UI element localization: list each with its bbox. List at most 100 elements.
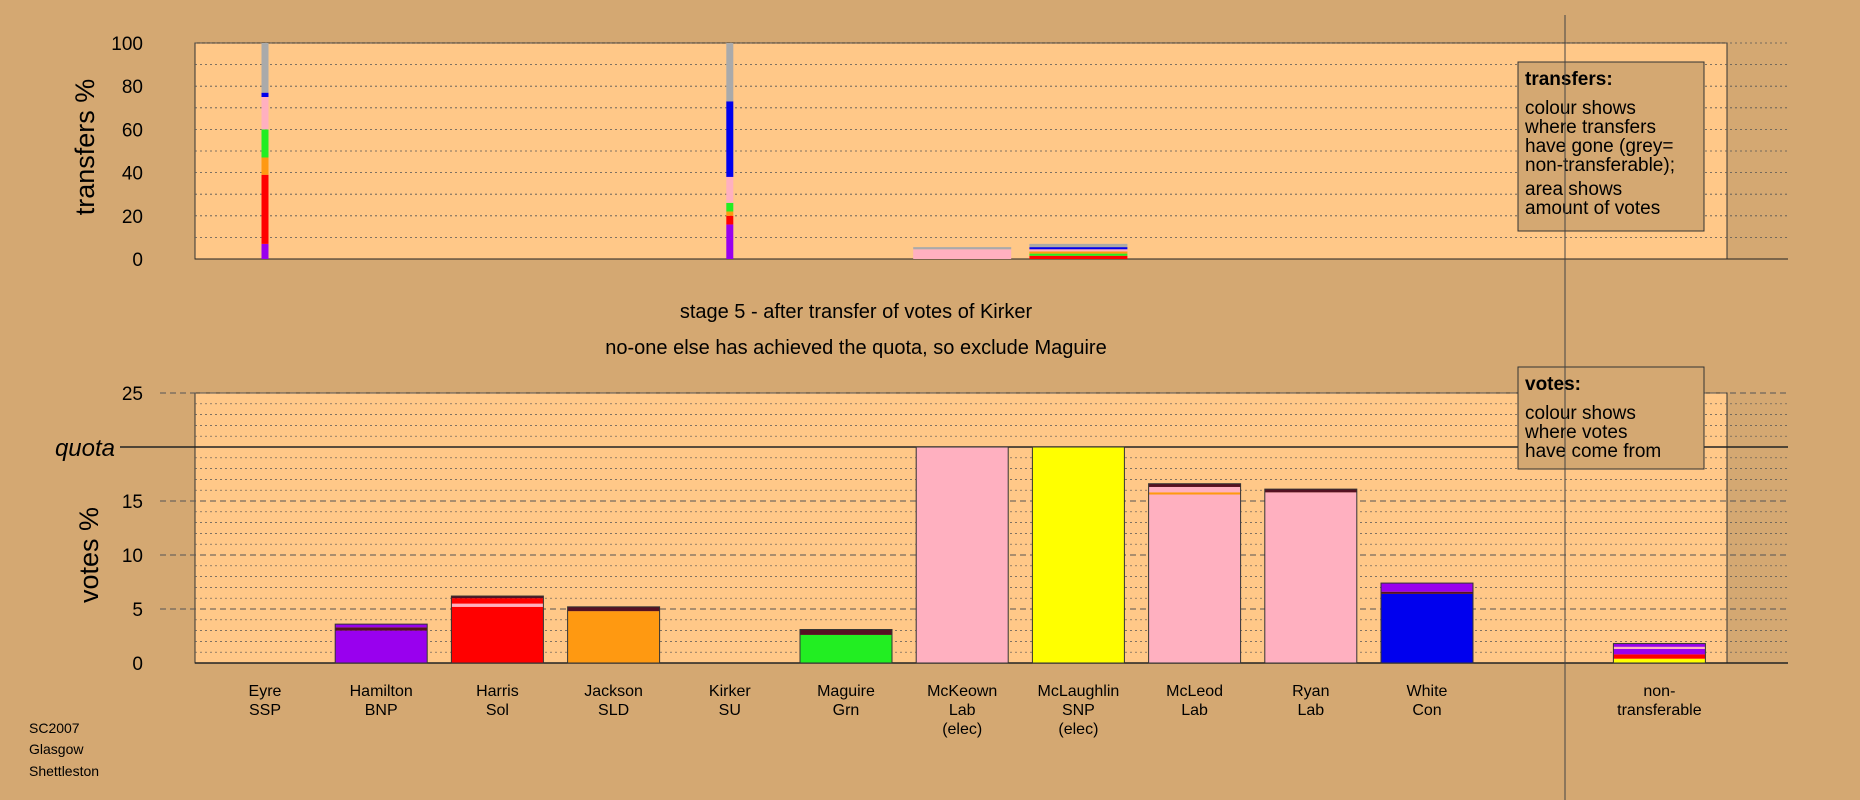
legend-line: have gone (grey= [1525,136,1673,157]
candidate-label-line: Eyre [249,683,282,700]
candidate-label-line: BNP [365,702,398,719]
votes-bars [334,446,1706,664]
candidate-label-line: Hamilton [350,683,413,700]
transfer-segment [726,224,734,259]
candidate-label-line: Con [1412,702,1441,719]
vote-bar-outline [1148,483,1242,664]
candidate-labels: Eyre SSP Hamilton BNP Harris Sol Jackson SLD Kir… [249,683,1702,738]
transfers-tick-label: 60 [122,120,143,141]
vote-segment [451,596,544,599]
legend-line: non-transferable); [1525,155,1675,176]
vote-bar-outline [1612,643,1706,664]
transfer-segment [261,43,269,93]
vote-segment [1148,494,1241,663]
vote-segment [451,606,544,663]
legend-line: colour shows [1525,403,1636,424]
transfer-segment [1029,251,1128,254]
candidate-label-line: Jackson [584,683,643,700]
candidate-label-line: Maguire [817,683,875,700]
vote-segment [1381,591,1473,594]
candidate-label-line: Lab [1181,702,1208,719]
vote-segment [1264,489,1357,493]
non-transferable-label-line: transferable [1617,702,1702,719]
transfer-segment [1029,247,1128,250]
vote-segment [335,630,428,663]
candidate-label-line: Lab [949,702,976,719]
transfer-segment [1029,253,1128,256]
vote-segment [1381,593,1473,663]
footer-ward: Shettleston [29,763,99,779]
transfer-segment [913,247,1012,250]
stage-caption: stage 5 - after transfer of votes of Kir… [680,301,1033,323]
vote-segment [335,627,428,631]
vote-segment [800,634,892,663]
transfers-axis-title: transfers % [70,79,100,216]
candidate-label-line: (elec) [942,721,982,738]
vote-bar-outline [1380,582,1474,664]
votes-tick-label: 5 [132,600,143,621]
transfers-tick-label: 80 [122,77,143,98]
vote-bar-outline [334,623,428,664]
transfer-segment [261,129,269,158]
vote-segment [916,447,1009,663]
vote-segment [1613,648,1706,655]
candidate-label-line: SSP [249,702,281,719]
votes-tick-label: 10 [122,546,143,567]
transfer-segment [726,215,734,225]
candidate-label-line: (elec) [1058,721,1098,738]
vote-segment [1613,658,1706,663]
vote-segment [1148,492,1241,495]
vote-segment [451,598,544,604]
candidate-label-line: Sol [486,702,509,719]
vote-bar-outline [1264,488,1358,664]
vote-segment [451,603,544,607]
transfer-segment [1029,243,1128,248]
candidate-label-line: McLeod [1166,683,1223,700]
vote-segment [1264,492,1357,663]
legend-line: where transfers [1524,117,1656,138]
footer-election: SC2007 [29,720,80,736]
candidate-label-line: Grn [833,702,860,719]
legend-line: area shows [1525,179,1622,200]
votes-tick-label: 15 [122,492,143,513]
vote-segment [1148,486,1241,493]
candidate-label-line: SU [719,702,741,719]
transfer-segment [1029,249,1128,252]
vote-bar-outline [1031,446,1125,664]
transfer-segment [261,174,269,244]
vote-segment [1032,447,1125,663]
transfers-tick-label: 20 [122,207,143,228]
legend-box [1517,366,1705,470]
footer-council: Glasgow [29,741,84,757]
transfers-gridlines [195,42,1788,260]
candidate-label-line: Lab [1297,702,1324,719]
candidate-label-line: Kirker [709,683,751,700]
quota-label: quota [55,435,115,462]
transfers-tick-label: 40 [122,164,143,185]
votes-tick-label: 0 [132,654,143,675]
transfer-segment [726,202,734,212]
candidate-label-line: McKeown [927,683,997,700]
vote-segment [1613,646,1706,649]
legend-line: amount of votes [1525,198,1660,219]
vote-segment [335,624,428,628]
vote-bar-outline [915,446,1009,664]
transfer-segment [261,243,269,259]
vote-segment [1613,643,1706,647]
legend-line: where votes [1524,422,1627,443]
transfer-segment [1029,255,1128,259]
axis-ticks: 0 20 40 60 80 100 0 5 10 15 25 [111,34,143,675]
vote-segment [567,606,660,612]
candidate-label-line: Harris [476,683,519,700]
vote-bar-outline [799,629,893,664]
vote-bar-outline [567,606,661,664]
transfer-segment [726,211,734,216]
transfer-segment [261,157,269,175]
legend-line: colour shows [1525,98,1636,119]
transfers-bars [261,43,1128,259]
candidate-label-line: Ryan [1292,683,1329,700]
votes-tick-label: 25 [122,384,143,405]
